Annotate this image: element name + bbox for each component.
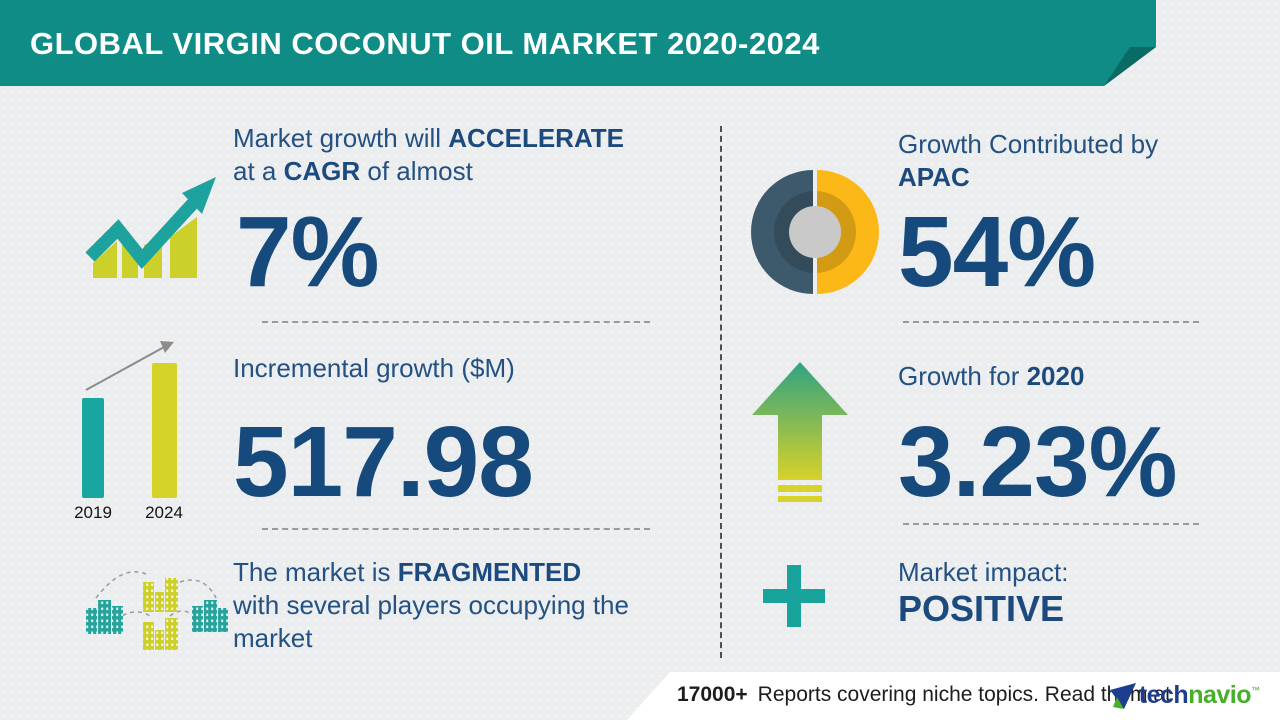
apac-value: 54% — [898, 196, 1096, 308]
apac-region: APAC — [898, 162, 970, 192]
divider-left-2 — [262, 528, 650, 530]
market-impact-value: POSITIVE — [898, 588, 1065, 629]
cagr-label-accelerate: ACCELERATE — [448, 123, 625, 153]
footer-report-count: 17000+ — [677, 683, 748, 706]
vertical-divider — [720, 126, 722, 658]
cagr-label: Market growth will ACCELERATE at a CAGR … — [233, 122, 624, 188]
donut-chart-icon — [751, 170, 879, 294]
bar-label-2019: 2019 — [74, 503, 112, 522]
yoy-label-year: 2020 — [1026, 361, 1085, 391]
buildings-network-icon — [86, 570, 228, 650]
footer-message: 17000+ Reports covering niche topics. Rea… — [677, 683, 1171, 707]
cagr-label-cagr: CAGR — [283, 156, 361, 186]
cagr-label-pre: at a — [233, 156, 284, 186]
plus-icon — [763, 565, 825, 627]
yoy-growth-label: Growth for 2020 — [898, 360, 1084, 393]
bar-chart-icon: 2019 2024 — [74, 338, 213, 528]
technavio-logo-navio: navio — [1188, 681, 1251, 709]
market-impact-label: Market impact: — [898, 557, 1069, 587]
structure-line3: market — [233, 623, 313, 653]
incremental-growth-label: Incremental growth ($M) — [233, 353, 515, 383]
cagr-label-post: of almost — [360, 156, 473, 186]
page-title: GLOBAL VIRGIN COCONUT OIL MARKET 2020-20… — [30, 26, 820, 61]
structure-normal: The market is — [233, 557, 398, 587]
bar-2019 — [82, 398, 104, 498]
yoy-growth-value: 3.23% — [898, 406, 1178, 518]
market-structure-label: The market is FRAGMENTED with several pl… — [233, 556, 629, 655]
cagr-value: 7% — [236, 196, 380, 308]
technavio-logo: tech navio ™ — [1109, 681, 1260, 710]
footer-bar: 17000+ Reports covering niche topics. Rea… — [627, 672, 1280, 720]
apac-label-line1: Growth Contributed by — [898, 129, 1159, 159]
divider-right-2 — [903, 523, 1199, 525]
technavio-logo-tech: tech — [1138, 681, 1189, 709]
structure-fragmented: FRAGMENTED — [397, 557, 582, 587]
growth-line-chart-icon — [85, 177, 216, 278]
yoy-label-normal: Growth for — [898, 361, 1027, 391]
apac-label: Growth Contributed by APAC — [898, 128, 1158, 194]
technavio-trademark: ™ — [1251, 684, 1260, 695]
incremental-growth-value: 517.98 — [233, 406, 534, 518]
up-arrow-icon — [752, 362, 848, 502]
divider-left-1 — [262, 321, 650, 323]
structure-line2: with several players occupying the — [233, 590, 629, 620]
divider-right-1 — [903, 321, 1199, 323]
bar-2024 — [152, 363, 177, 498]
cagr-label-normal: Market growth will — [233, 123, 449, 153]
bar-label-2024: 2024 — [145, 503, 183, 522]
technavio-mark-icon — [1109, 682, 1136, 709]
